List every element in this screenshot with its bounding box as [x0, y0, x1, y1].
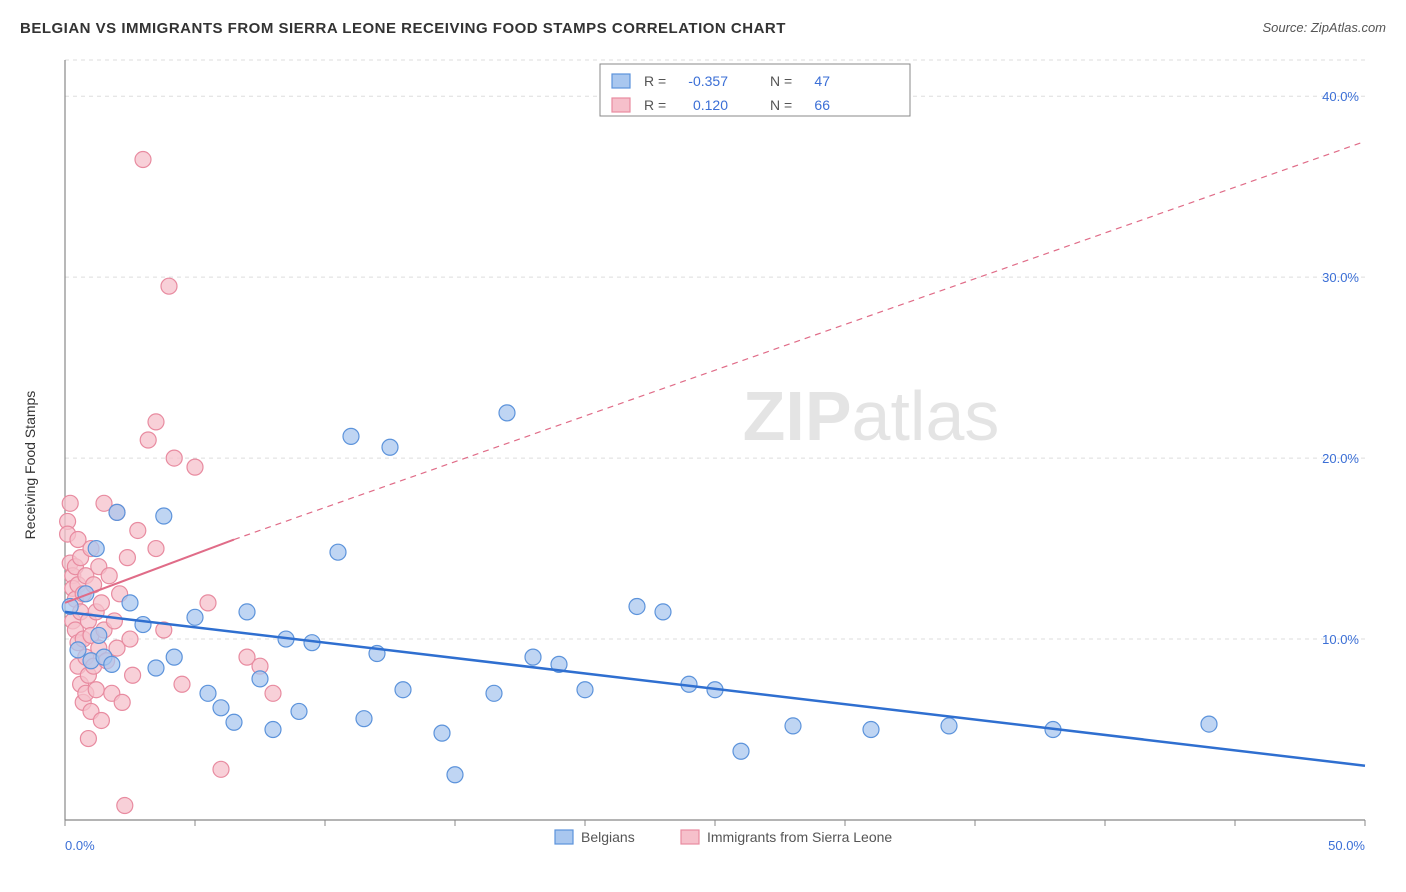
svg-text:Immigrants from Sierra Leone: Immigrants from Sierra Leone	[707, 829, 892, 845]
svg-text:20.0%: 20.0%	[1322, 451, 1359, 466]
svg-text:40.0%: 40.0%	[1322, 89, 1359, 104]
svg-text:10.0%: 10.0%	[1322, 632, 1359, 647]
svg-text:47: 47	[814, 73, 830, 89]
chart-container: Receiving Food Stamps 0.0% 50.0% 10.0% 20.0…	[20, 55, 1386, 875]
chart-title: BELGIAN VS IMMIGRANTS FROM SIERRA LEONE …	[20, 20, 786, 37]
svg-text:Belgians: Belgians	[581, 829, 635, 845]
y-axis-label: Receiving Food Stamps	[22, 391, 38, 540]
svg-text:66: 66	[814, 97, 830, 113]
svg-text:30.0%: 30.0%	[1322, 270, 1359, 285]
svg-text:R =: R =	[644, 73, 666, 89]
svg-text:N =: N =	[770, 73, 792, 89]
scatter-chart: 0.0% 50.0% 10.0% 20.0% 30.0% 40.0% ZIPatlas R =…	[20, 55, 1386, 875]
svg-text:0.0%: 0.0%	[65, 838, 95, 853]
svg-text:ZIPatlas: ZIPatlas	[743, 377, 1000, 455]
svg-text:50.0%: 50.0%	[1328, 838, 1365, 853]
source-label: Source: ZipAtlas.com	[1262, 20, 1386, 35]
svg-text:0.120: 0.120	[693, 97, 728, 113]
svg-text:R =: R =	[644, 97, 666, 113]
svg-text:N =: N =	[770, 97, 792, 113]
svg-text:-0.357: -0.357	[688, 73, 728, 89]
